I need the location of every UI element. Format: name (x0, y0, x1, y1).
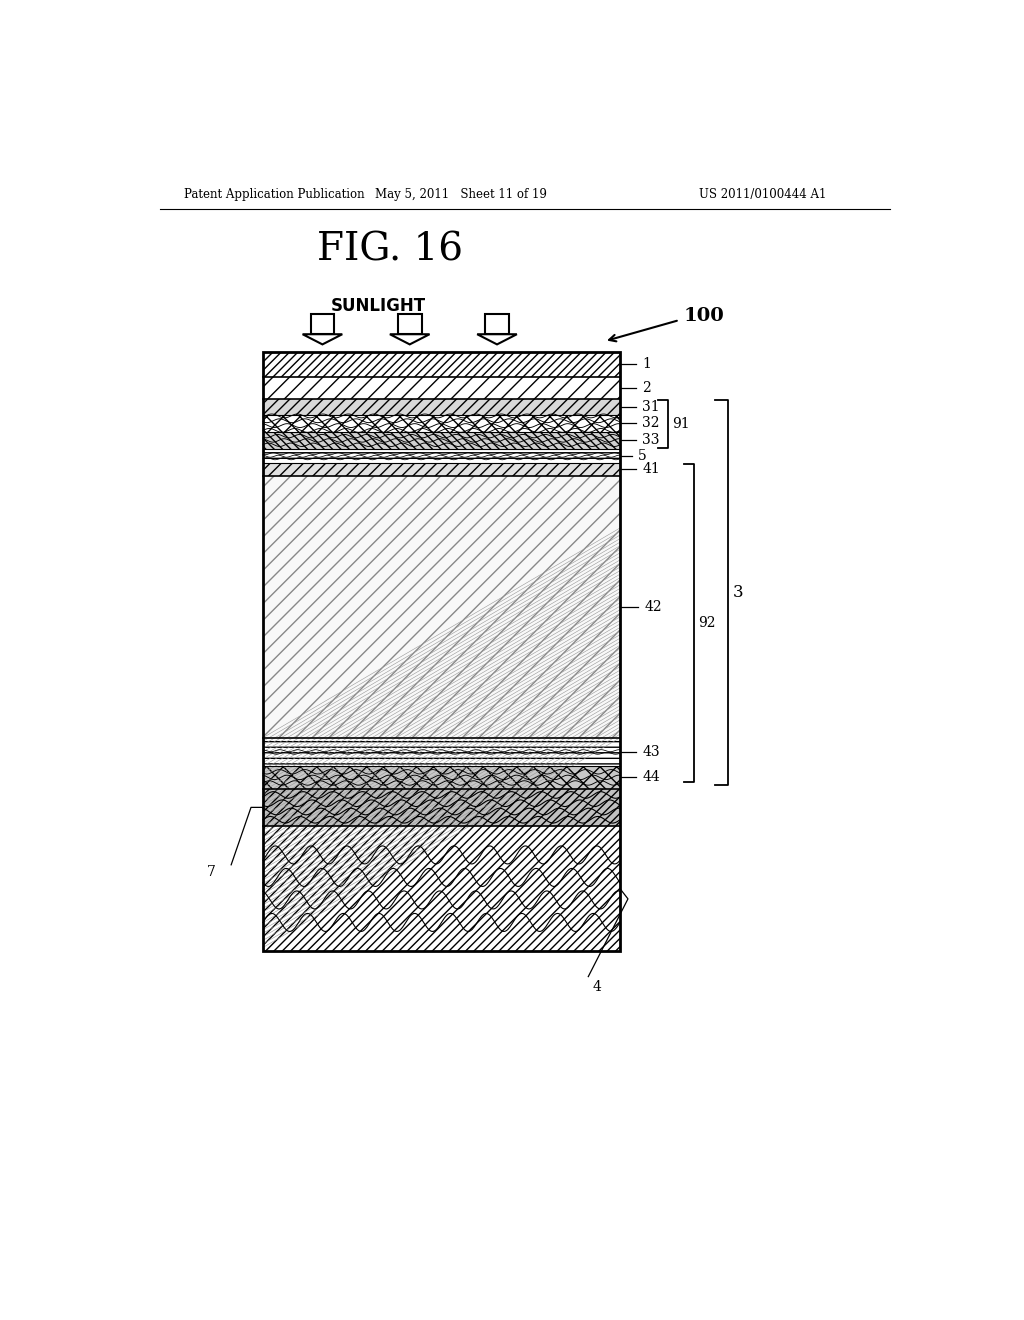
Bar (263, 414, 620, 432)
Text: 33: 33 (642, 433, 659, 447)
Bar (263, 475, 620, 738)
Text: 31: 31 (642, 400, 659, 414)
Text: 32: 32 (642, 416, 659, 430)
Text: 2: 2 (642, 381, 651, 395)
Text: 4: 4 (592, 979, 601, 994)
Text: 100: 100 (684, 308, 724, 325)
Bar (263, 463, 620, 475)
Bar (263, 738, 620, 766)
Text: 92: 92 (697, 616, 716, 631)
Polygon shape (397, 314, 422, 334)
Polygon shape (310, 314, 334, 334)
Text: 91: 91 (673, 417, 690, 430)
Text: 3: 3 (733, 583, 743, 601)
Text: 41: 41 (642, 462, 660, 477)
Bar (263, 826, 620, 952)
Bar (263, 378, 620, 399)
Text: Patent Application Publication: Patent Application Publication (183, 189, 365, 202)
Text: 5: 5 (638, 449, 647, 463)
Text: SUNLIGHT: SUNLIGHT (331, 297, 426, 314)
Bar (263, 351, 620, 952)
Text: US 2011/0100444 A1: US 2011/0100444 A1 (699, 189, 826, 202)
Bar (263, 399, 620, 414)
Text: 43: 43 (642, 744, 659, 759)
Text: 7: 7 (207, 865, 216, 879)
Text: 1: 1 (642, 358, 651, 371)
Polygon shape (477, 334, 517, 345)
Bar (263, 766, 620, 788)
Bar (263, 351, 620, 378)
Text: 42: 42 (645, 599, 663, 614)
Polygon shape (390, 334, 430, 345)
Text: 44: 44 (642, 771, 660, 784)
Bar (263, 449, 620, 463)
Bar (263, 432, 620, 449)
Bar (263, 788, 620, 826)
Polygon shape (485, 314, 509, 334)
Text: FIG. 16: FIG. 16 (316, 231, 463, 268)
Polygon shape (303, 334, 342, 345)
Text: May 5, 2011   Sheet 11 of 19: May 5, 2011 Sheet 11 of 19 (376, 189, 547, 202)
